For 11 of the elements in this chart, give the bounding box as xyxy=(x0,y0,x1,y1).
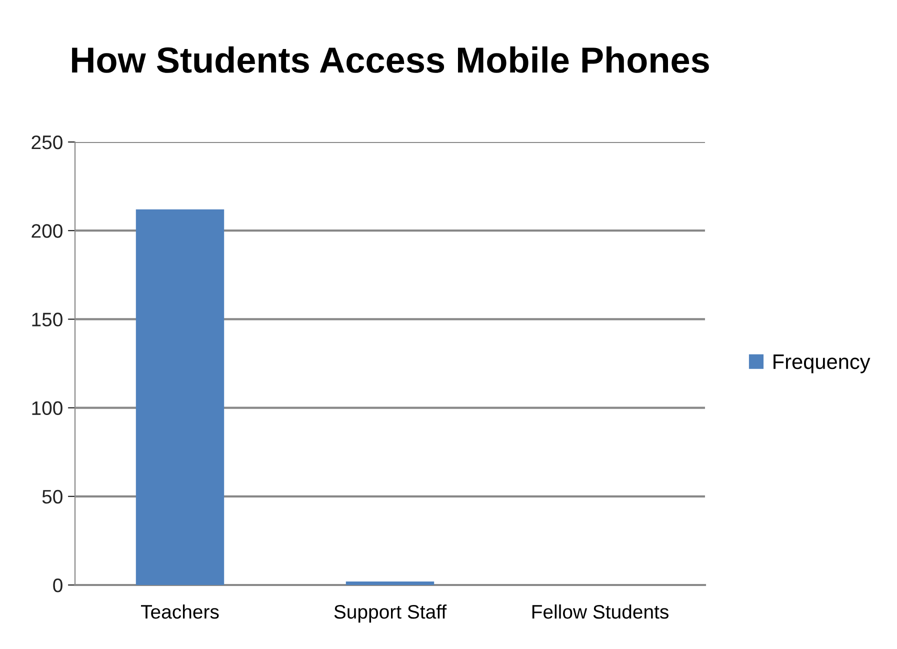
y-tick-label: 250 xyxy=(32,135,62,150)
y-tick-label: 200 xyxy=(32,224,62,238)
x-tick-label: Support Staff xyxy=(334,604,447,623)
x-tick-label: Teachers xyxy=(140,604,219,619)
y-tick-label: 0 xyxy=(53,578,62,592)
legend-label: Frequency xyxy=(774,354,870,374)
y-tick-label: 50 xyxy=(42,490,62,504)
y-tick-label: 100 xyxy=(32,401,62,416)
y-tick-label: 150 xyxy=(32,312,62,326)
x-tick-label: Fellow Students xyxy=(532,604,668,619)
chart-title: How Students Access Mobile Phones xyxy=(72,46,709,73)
